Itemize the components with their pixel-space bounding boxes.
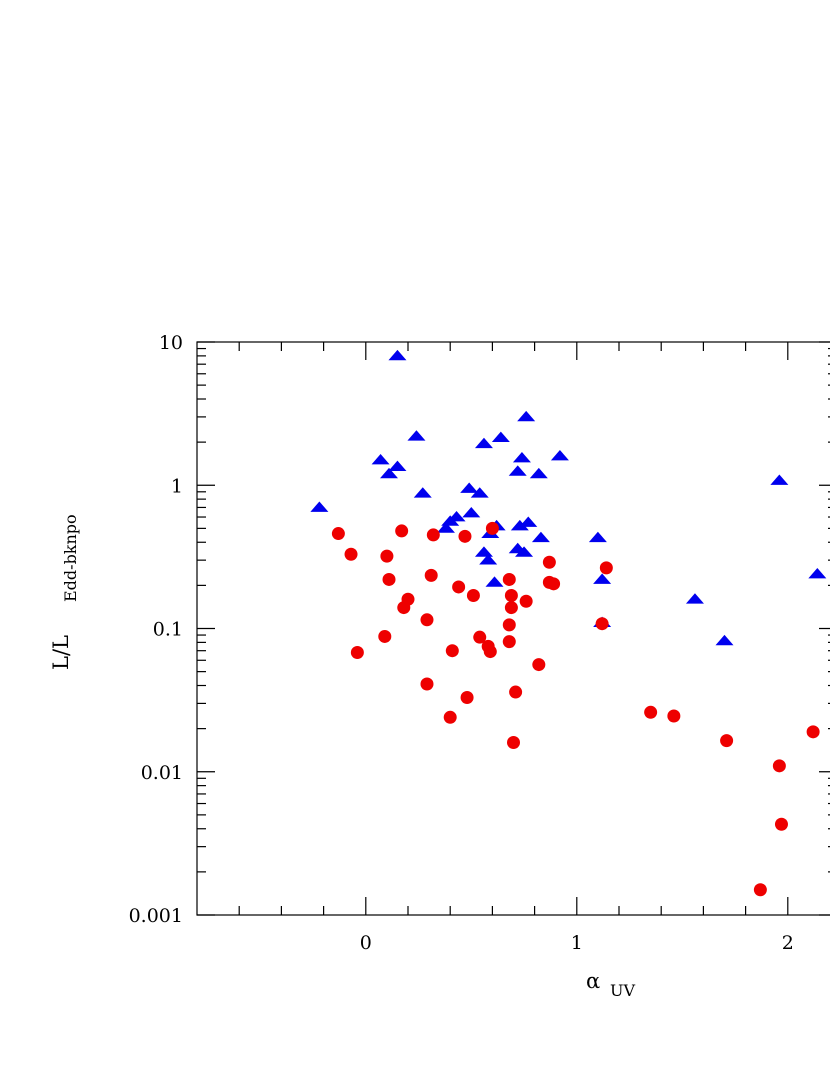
- circle-point: [502, 572, 516, 586]
- circle-point: [460, 690, 474, 704]
- circle-point: [485, 521, 499, 535]
- triangle-point: [685, 593, 704, 604]
- circle-point: [547, 577, 561, 591]
- circle-point: [426, 528, 440, 542]
- circle-point: [532, 658, 546, 672]
- y-axis-label: L/L Edd-bknpo: [49, 514, 80, 670]
- triangle-point: [447, 511, 466, 522]
- y-tick-label: 10: [159, 332, 183, 354]
- y-tick-labels: 0.001 0.01 0.1 1 10: [129, 332, 183, 927]
- circle-point: [466, 588, 480, 602]
- circle-point: [483, 645, 497, 659]
- x-axis-label-sub: UV: [610, 981, 635, 1000]
- circle-point: [424, 568, 438, 582]
- circle-point: [595, 617, 609, 631]
- circle-point: [344, 547, 358, 561]
- triangle-point: [479, 554, 498, 565]
- triangle-point: [388, 349, 407, 361]
- triangle-point: [770, 474, 789, 485]
- circle-point: [772, 759, 786, 773]
- data-markers: [310, 349, 827, 897]
- triangle-point: [519, 516, 538, 527]
- triangle-point: [470, 487, 489, 498]
- x-tick-label: 0: [360, 932, 372, 954]
- circle-point: [420, 613, 434, 627]
- triangle-point: [407, 430, 426, 441]
- triangle-point: [808, 568, 827, 579]
- triangle-point: [388, 460, 407, 471]
- x-tick-label: 1: [571, 932, 583, 954]
- circle-point: [401, 592, 415, 606]
- circle-point: [458, 529, 472, 543]
- circle-point: [380, 549, 394, 563]
- triangle-point: [474, 546, 493, 557]
- circle-point: [443, 710, 457, 724]
- x-axis-label: α UV: [586, 969, 635, 1000]
- triangle-point: [588, 531, 607, 543]
- triangle-point: [512, 451, 531, 463]
- triangle-point: [462, 507, 481, 518]
- circle-point: [473, 630, 487, 644]
- triangle-point: [310, 501, 329, 512]
- circle-point: [504, 601, 518, 615]
- triangle-point: [550, 450, 569, 461]
- triangle-point: [593, 573, 612, 584]
- triangle-point: [515, 546, 534, 557]
- circle-point: [720, 734, 734, 748]
- circle-point: [507, 736, 520, 750]
- circle-point: [667, 709, 681, 723]
- circle-point: [509, 685, 523, 699]
- triangle-point: [380, 467, 399, 479]
- circle-point: [378, 629, 392, 643]
- triangle-point: [460, 482, 479, 493]
- y-tick-label: 0.001: [129, 905, 183, 927]
- circle-point: [519, 594, 533, 608]
- y-tick-label: 0.01: [141, 762, 183, 784]
- circle-point: [644, 705, 658, 719]
- triangle-point: [491, 431, 510, 443]
- y-tick-label: 1: [171, 475, 183, 497]
- y-axis-label-main: L/L: [49, 635, 73, 670]
- major-ticks: [197, 341, 830, 916]
- y-tick-label: 0.1: [153, 619, 183, 641]
- triangle-point: [517, 410, 536, 422]
- x-axis-label-main: α: [586, 969, 600, 993]
- circle-point: [395, 524, 409, 538]
- circle-point: [774, 817, 788, 831]
- triangle-point: [436, 522, 455, 533]
- circle-point: [599, 561, 613, 575]
- circle-point: [502, 618, 516, 632]
- circle-point: [350, 645, 364, 659]
- triangle-point: [715, 634, 734, 646]
- circle-point: [331, 527, 345, 541]
- triangle-point: [413, 487, 432, 498]
- circle-point: [502, 635, 516, 649]
- circle-point: [382, 572, 396, 586]
- triangle-point: [485, 576, 504, 587]
- circle-point: [806, 725, 820, 739]
- triangle-point: [508, 465, 527, 476]
- circle-point: [504, 588, 518, 602]
- circle-point: [445, 644, 459, 658]
- circle-point: [420, 677, 434, 691]
- x-tick-label: 2: [782, 932, 794, 954]
- circle-point: [753, 883, 767, 897]
- circle-point: [452, 580, 466, 594]
- circle-point: [542, 555, 556, 569]
- triangle-point: [474, 437, 493, 449]
- triangle-point: [529, 467, 548, 479]
- triangle-point: [371, 454, 390, 465]
- triangle-point: [531, 531, 550, 543]
- x-tick-labels: 0 1 2: [360, 932, 794, 954]
- y-axis-label-sub: Edd-bknpo: [61, 514, 80, 602]
- triangle-point: [510, 519, 529, 531]
